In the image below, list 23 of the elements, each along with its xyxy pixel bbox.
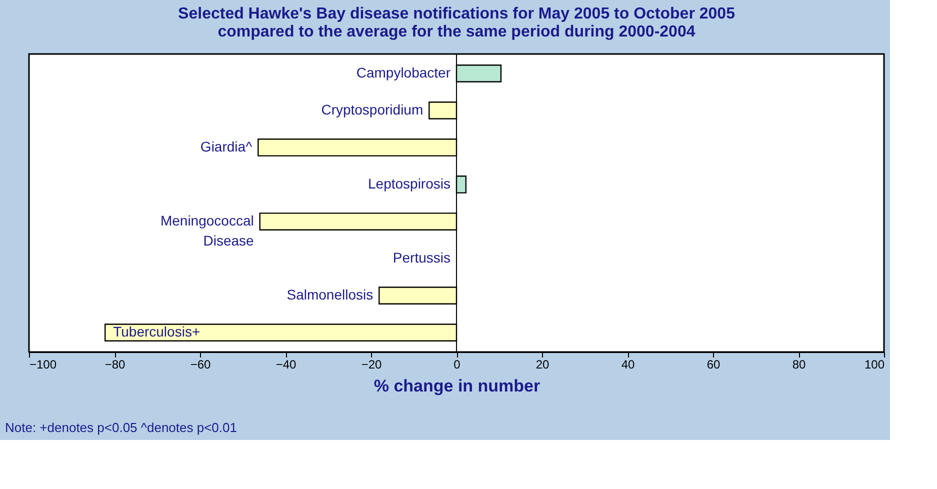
x-tick-label: −60 <box>190 358 211 372</box>
y-tick-label: Campylobacter <box>356 64 451 80</box>
x-tick-label: 80 <box>792 358 806 372</box>
y-tick-label: Pertussis <box>392 250 450 266</box>
x-tick-label: −20 <box>361 358 382 372</box>
y-tick-label: Tuberculosis+ <box>113 324 200 340</box>
x-tick-label: 0 <box>454 358 461 372</box>
y-tick-label: Salmonellosis <box>286 286 374 303</box>
x-tick-label: 100 <box>864 358 885 372</box>
text: compared to the average for the same period during 2000-2004 <box>218 24 696 40</box>
x-tick-label: −40 <box>276 358 296 372</box>
y-tick-label: Meningococcal Disease <box>160 212 254 249</box>
x-tick-label: −100 <box>30 358 57 372</box>
x-axis-title: % change in number <box>374 376 541 396</box>
text: Selected Hawke's Bay disease notifications for May 2005 to October 2005 <box>178 6 735 22</box>
x-tick-label: 20 <box>536 358 550 372</box>
y-tick-label: Leptospirosis <box>368 175 450 192</box>
x-tick-label: 40 <box>621 358 635 372</box>
text: Note: +denotes p<0.05 ^denotes p<0.01 <box>5 420 237 435</box>
y-tick-label: Cryptosporidium <box>321 101 424 118</box>
y-tick-label: Giardia^ <box>200 138 253 154</box>
x-tick-label: 60 <box>706 358 720 372</box>
x-tick-label: −80 <box>104 358 126 372</box>
